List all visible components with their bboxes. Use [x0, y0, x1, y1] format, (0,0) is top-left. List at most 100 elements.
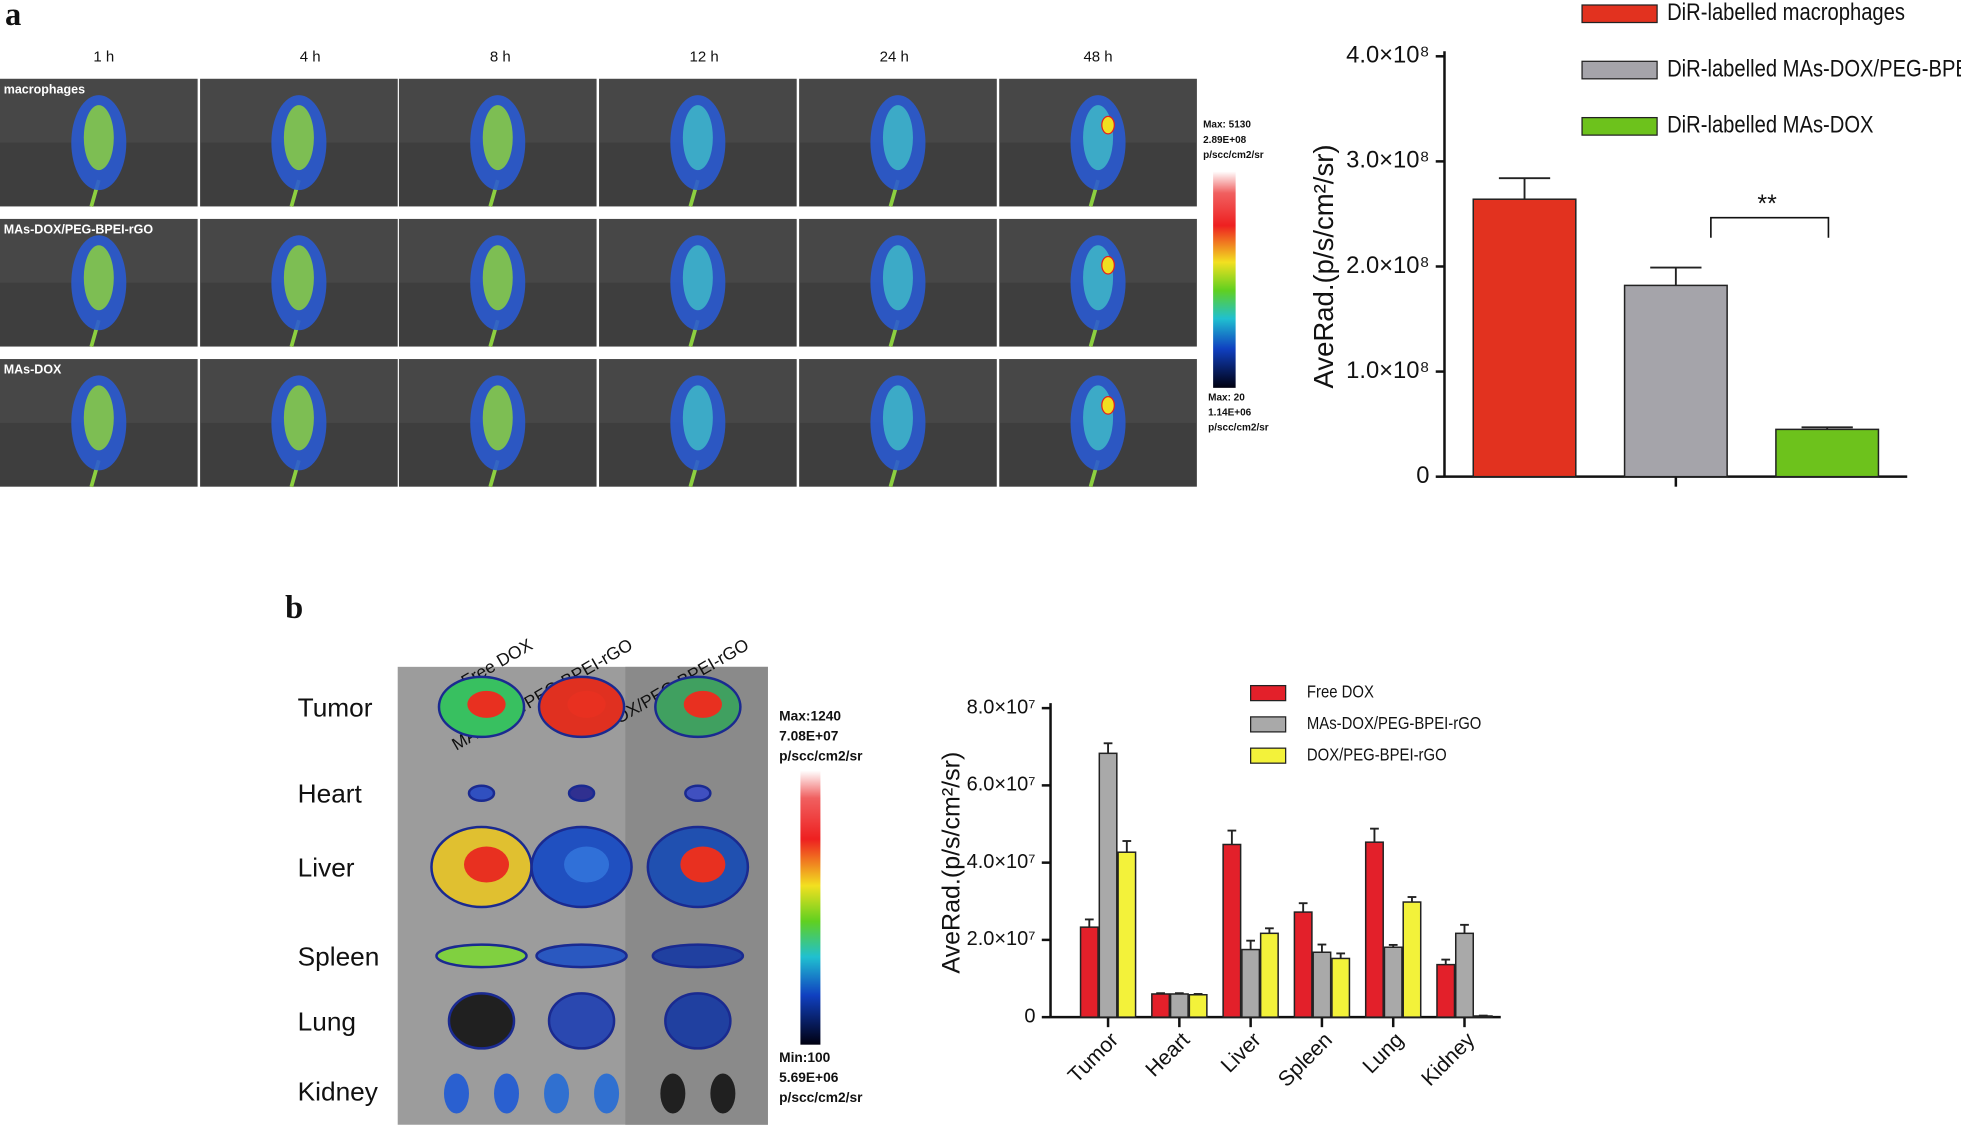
scale-text: Max: 20 — [1208, 392, 1245, 403]
mouse-signal — [482, 105, 513, 171]
error-bar — [1174, 992, 1184, 995]
error-bar — [1193, 993, 1203, 995]
mouse-signal — [1083, 385, 1114, 451]
organ — [547, 992, 616, 1050]
legend-label: DiR-labelled MAs-DOX — [1667, 111, 1874, 138]
bar — [1383, 946, 1403, 1018]
y-tick-label: 4.0×10⁸ — [1346, 42, 1429, 69]
bar — [1454, 932, 1475, 1018]
x-tick-label: Heart — [1141, 1028, 1195, 1082]
annotation: ** — [1757, 190, 1777, 218]
error-bar — [1246, 939, 1256, 950]
organ-label: Heart — [298, 779, 363, 809]
legend-swatch — [1250, 716, 1287, 733]
bar — [1241, 948, 1261, 1018]
bar — [1293, 911, 1313, 1018]
time-label: 24 h — [880, 49, 909, 66]
bar — [1312, 951, 1332, 1018]
legend-swatch — [1581, 116, 1658, 136]
organ — [447, 992, 516, 1050]
organ-hot — [567, 690, 606, 718]
legend-label: DOX/PEG-BPEI-rGO — [1307, 745, 1447, 764]
organ-hot — [680, 846, 726, 883]
error-bar — [1650, 266, 1702, 286]
legend-label: DiR-labelled MAs-DOX/PEG-BPEI-rGO — [1667, 55, 1961, 82]
error-bar — [1407, 896, 1417, 903]
x-tick-label: Spleen — [1273, 1028, 1337, 1092]
y-tick-label: 2.0×10⁷ — [967, 928, 1036, 950]
mouse-signal — [283, 385, 314, 451]
organ — [660, 1073, 686, 1114]
organ — [443, 1073, 469, 1114]
y-tick-label: 0 — [1416, 462, 1429, 489]
legend-swatch — [1250, 684, 1287, 702]
error-bar — [1370, 827, 1379, 843]
error-bar — [1156, 992, 1165, 995]
error-bar — [1388, 943, 1398, 948]
error-bar — [1441, 958, 1451, 965]
x-tick-label: Kidney — [1417, 1027, 1480, 1090]
bar — [1169, 993, 1189, 1018]
legend-swatch — [1250, 747, 1287, 764]
scale-text: p/scc/cm2/sr — [1203, 150, 1264, 161]
mouse-signal — [482, 385, 513, 451]
bar — [1259, 932, 1279, 1018]
organ — [664, 992, 732, 1050]
organ — [544, 1073, 570, 1114]
bar — [1775, 428, 1880, 478]
bar — [1079, 926, 1099, 1018]
error-bar — [1122, 840, 1132, 853]
mouse-signal — [682, 245, 713, 311]
scale-text: p/scc/cm2/sr — [779, 1090, 863, 1105]
color-bar — [800, 770, 821, 1045]
significance-bracket — [1710, 216, 1830, 238]
scale-text: 2.89E+08 — [1203, 135, 1247, 146]
mouse-signal — [682, 105, 713, 171]
color-bar — [1213, 171, 1236, 388]
row-label: macrophages — [4, 82, 85, 96]
legend-label: Free DOX — [1307, 683, 1374, 702]
organ-hot — [463, 846, 510, 883]
bar — [1222, 843, 1242, 1018]
organ-label: Liver — [298, 852, 355, 882]
legend-label: MAs-DOX/PEG-BPEI-rGO — [1307, 714, 1481, 733]
y-tick-label: 4.0×10⁷ — [967, 851, 1036, 873]
bar — [1364, 841, 1384, 1018]
y-tick-label: 1.0×10⁸ — [1346, 357, 1429, 384]
y-tick-label: 2.0×10⁸ — [1346, 252, 1429, 279]
scale-text: 1.14E+06 — [1208, 408, 1252, 419]
bar — [1623, 284, 1728, 478]
legend-label: DiR-labelled macrophages — [1667, 0, 1905, 25]
mouse-signal — [83, 245, 114, 311]
bar — [1402, 901, 1422, 1018]
scale-text: 7.08E+07 — [779, 729, 839, 744]
time-label: 4 h — [300, 49, 321, 66]
error-bar — [1801, 426, 1853, 430]
panel-label: b — [285, 590, 303, 626]
scale-text: Max: 5130 — [1203, 120, 1251, 131]
bar — [1472, 198, 1577, 478]
organ-label: Lung — [298, 1006, 356, 1036]
organ — [467, 784, 496, 802]
y-tick-label: 3.0×10⁸ — [1346, 147, 1429, 174]
organ — [684, 784, 712, 802]
time-label: 48 h — [1083, 49, 1112, 66]
bar — [1151, 993, 1171, 1018]
scale-text: 5.69E+06 — [779, 1070, 839, 1085]
organ-hot — [564, 846, 610, 883]
tumor-signal — [1101, 255, 1115, 275]
error-bar — [1227, 829, 1237, 845]
y-tick-label: 8.0×10⁷ — [967, 696, 1036, 718]
organ-label: Spleen — [298, 941, 380, 971]
organ — [494, 1073, 520, 1114]
mouse-signal — [482, 245, 513, 311]
mouse-signal — [83, 385, 114, 451]
time-label: 1 h — [93, 49, 114, 66]
organ-label: Kidney — [298, 1076, 379, 1106]
y-tick-label: 0 — [1024, 1005, 1035, 1027]
mouse-signal — [1083, 245, 1114, 311]
row-label: MAs-DOX/PEG-BPEI-rGO — [4, 222, 154, 236]
organ-label: Tumor — [298, 692, 373, 722]
organ — [594, 1073, 620, 1114]
